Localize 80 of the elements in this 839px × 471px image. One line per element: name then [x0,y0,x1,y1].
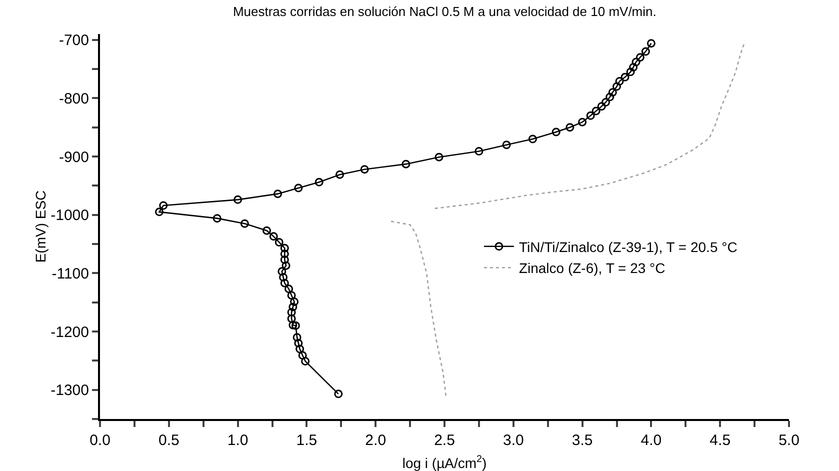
point [620,72,630,82]
point [280,244,289,252]
x-tick-label: 3.5 [572,432,593,449]
point [288,320,298,330]
y-tick-label: -1300 [50,382,89,400]
point [334,390,343,398]
point [269,232,278,241]
point [552,128,560,136]
chart-title: Muestras corridas en solución NaCl 0.5 M a una velocidad de 10 mV/min. [232,4,656,20]
point [474,147,484,156]
point [606,92,614,102]
point [291,321,300,330]
point [608,88,617,97]
x-tick-label: 2.0 [365,432,386,449]
y-tick-label: -900 [58,148,89,166]
point [601,98,610,106]
point [287,291,296,300]
point [274,190,282,198]
legend-label: TiN/Ti/Zinalco (Z-39-1), T = 20.5 °C [518,238,738,255]
point [597,102,606,111]
point [629,63,638,72]
point [646,39,656,48]
point [212,214,222,223]
point [280,250,289,258]
x-tick-label: 1.5 [296,432,318,449]
point [287,308,296,316]
point [641,47,650,56]
y-tick-label: -1100 [52,265,89,282]
x-tick-label: 4.0 [640,432,662,449]
point [294,338,303,348]
x-tick-label: 0.5 [158,432,180,449]
point [301,357,310,366]
point [586,111,595,120]
y-tick-label: -1000 [50,207,89,224]
point [566,123,574,132]
point [636,53,644,62]
point [314,178,324,186]
x-tick-label: 5.0 [778,432,800,449]
point [280,278,289,288]
point [288,302,298,312]
point [615,77,624,86]
x-axis-title: log i (µA/cm$^{2}$) [402,454,487,471]
x-tick-label: 0.0 [90,432,110,449]
point [592,106,600,116]
point [274,238,284,246]
x-tick-label: 3.0 [502,432,524,449]
point [284,284,294,294]
point [336,170,344,179]
point [434,152,444,162]
y-tick-label: -800 [58,90,89,108]
point [234,195,242,204]
x-tick-label: 1.0 [227,432,248,449]
point [578,118,587,126]
point [262,226,271,235]
point [278,267,286,276]
point [155,208,164,216]
point [298,351,307,360]
point [240,219,249,228]
point [294,184,303,192]
y-axis-title: E(mV) ESC [32,190,49,263]
point [287,314,296,323]
point [290,298,299,306]
point [612,82,621,91]
point [159,201,168,210]
legend-label: Zinalco (Z-6), T = 23 °C [518,260,666,276]
point [280,256,289,264]
point [296,344,304,354]
point [360,165,369,174]
point [279,273,288,282]
x-tick-label: 2.5 [434,432,455,449]
y-tick-label: -1200 [50,324,89,341]
point [502,140,511,150]
point [292,333,302,342]
y-tick-label: -700 [58,32,89,50]
point [402,160,410,168]
point [632,58,640,66]
point [528,134,537,144]
x-tick-label: 4.5 [710,432,731,449]
point [282,261,290,270]
point [626,68,635,76]
